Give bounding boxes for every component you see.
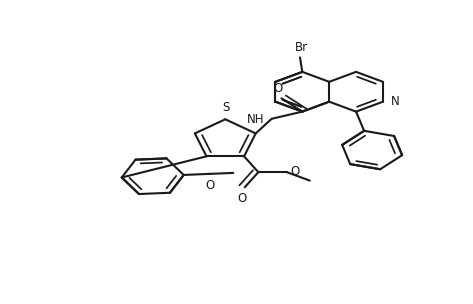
Text: Br: Br <box>295 41 308 54</box>
Text: N: N <box>391 95 399 108</box>
Text: S: S <box>222 101 230 114</box>
Text: O: O <box>291 165 300 178</box>
Text: O: O <box>237 192 246 205</box>
Text: NH: NH <box>247 113 264 126</box>
Text: O: O <box>273 82 282 95</box>
Text: O: O <box>205 179 215 192</box>
